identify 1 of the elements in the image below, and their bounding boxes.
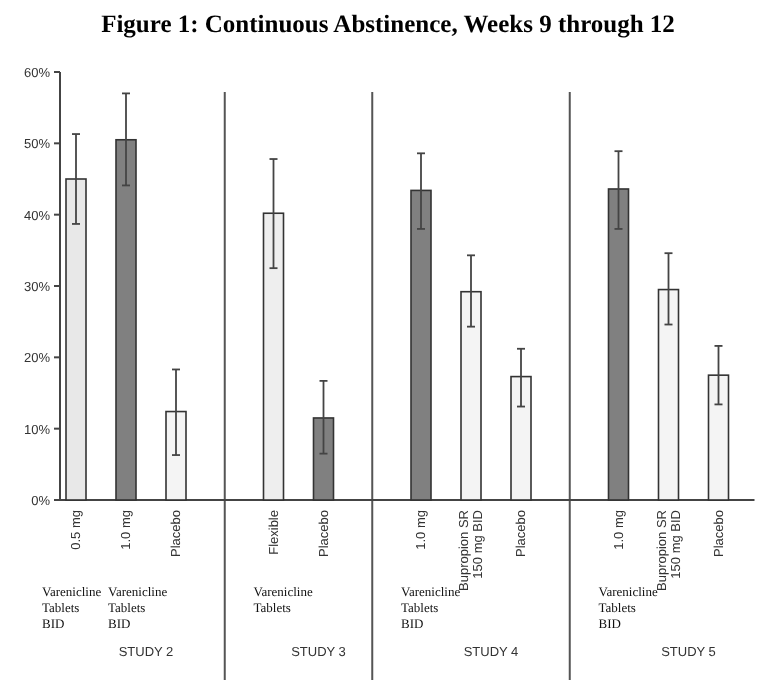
chart-title: Figure 1: Continuous Abstinence, Weeks 9 through 12 <box>101 10 675 38</box>
